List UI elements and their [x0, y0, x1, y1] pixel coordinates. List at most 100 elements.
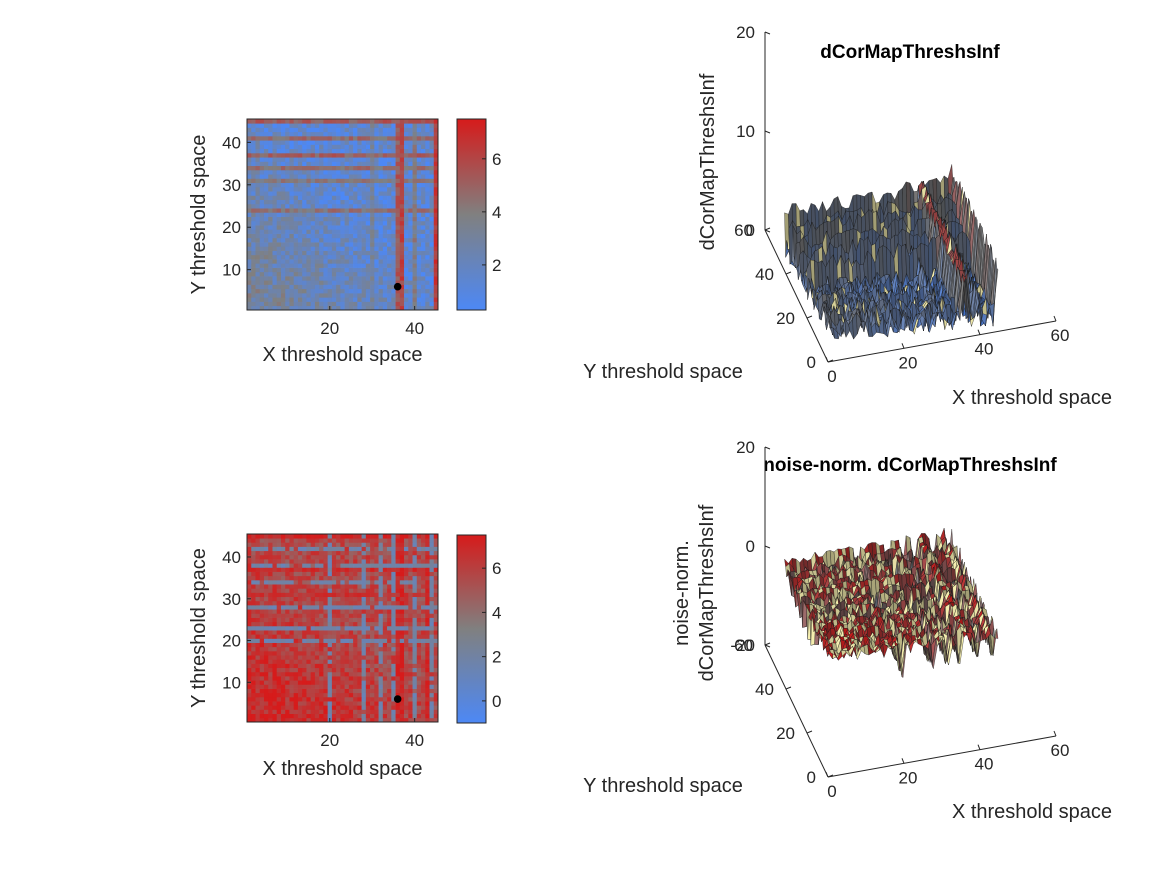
heatmap-cell: [391, 305, 396, 311]
heatmap-cell: [268, 250, 273, 256]
heatmap-cell: [276, 630, 282, 635]
heatmap-cell: [378, 135, 384, 141]
heatmap-cell: [276, 659, 282, 664]
heatmap-cell: [285, 250, 290, 256]
heatmap-cell: [310, 242, 316, 247]
heatmap-cell: [263, 642, 269, 648]
heatmap-cell: [247, 305, 252, 311]
heatmap-cell: [340, 688, 345, 694]
heatmap-cell: [247, 663, 252, 669]
heatmap-cell: [306, 174, 312, 179]
heatmap-cell: [429, 655, 435, 660]
heatmap-cell: [353, 709, 358, 714]
heatmap-cell: [429, 135, 435, 141]
heatmap-cell: [247, 246, 252, 251]
heatmap-cell: [263, 630, 269, 635]
heatmap-cell: [365, 280, 371, 285]
heatmap-cell: [310, 671, 316, 677]
heatmap-cell: [276, 237, 282, 243]
heatmap-cell: [412, 229, 418, 234]
heatmap-cell: [348, 123, 354, 128]
heatmap-cell: [348, 696, 354, 702]
heatmap-cell: [293, 301, 299, 307]
heatmap-cell: [306, 225, 312, 230]
heatmap-cell: [429, 212, 435, 217]
heatmap-cell: [263, 195, 269, 200]
heatmap-cell: [348, 293, 354, 298]
heatmap-cell: [382, 267, 388, 273]
heatmap-cell: [259, 254, 265, 260]
heatmap-cell: [357, 659, 362, 664]
heatmap-cell: [289, 276, 295, 281]
heatmap-cell: [433, 280, 439, 285]
heatmap-cell: [412, 182, 418, 188]
heatmap-cell: [280, 199, 286, 205]
heatmap-cell: [408, 280, 413, 285]
heatmap-cell: [272, 646, 278, 652]
heatmap-cell: [408, 165, 413, 171]
heatmap-cell: [395, 705, 401, 710]
heatmap-cell: [272, 131, 278, 137]
heatmap-cell: [421, 237, 426, 243]
heatmap-cell: [336, 203, 341, 209]
heatmap-cell: [319, 655, 324, 660]
heatmap-cell: [297, 123, 303, 128]
heatmap-cell: [412, 216, 418, 222]
heatmap-cell: [310, 701, 316, 706]
heatmap-cell: [251, 229, 256, 234]
heatmap-cell: [331, 688, 337, 694]
heatmap-cell: [391, 229, 396, 234]
heatmap-cell: [306, 642, 312, 648]
heatmap-cell: [344, 233, 350, 239]
heatmap-cell: [251, 161, 256, 167]
heatmap-cell: [293, 182, 299, 188]
heatmap-cell: [382, 646, 388, 652]
heatmap-cell: [404, 663, 409, 669]
heatmap-cell: [268, 301, 273, 307]
heatmap-cell: [382, 638, 388, 643]
heatmap-cell: [314, 220, 320, 226]
heatmap-cell: [302, 676, 307, 681]
heatmap-cell: [408, 178, 413, 184]
heatmap-cell: [255, 646, 261, 652]
heatmap-cell: [323, 203, 328, 209]
heatmap-cell: [336, 701, 341, 706]
heatmap-cell: [353, 199, 358, 205]
heatmap-cell: [370, 284, 375, 290]
heatmap-cell: [391, 671, 396, 677]
heatmap-cell: [412, 688, 418, 694]
heatmap-cell: [382, 301, 388, 307]
heatmap-cell: [344, 195, 350, 200]
heatmap-cell: [280, 237, 286, 243]
heatmap-cell: [331, 127, 337, 133]
heatmap-cell: [357, 692, 362, 698]
heatmap-cell: [327, 284, 333, 290]
heatmap-cell: [404, 696, 409, 702]
heatmap-cell: [336, 229, 341, 234]
heatmap-cell: [302, 229, 307, 234]
heatmap-cell: [344, 680, 350, 685]
heatmap-cell: [263, 119, 269, 124]
heatmap-cell: [331, 191, 337, 196]
heatmap-cell: [348, 165, 354, 171]
heatmap-cell: [399, 208, 405, 213]
heatmap-cell: [365, 271, 371, 277]
heatmap-cell: [429, 301, 435, 307]
heatmap-cell: [331, 220, 337, 226]
heatmap-cell: [408, 263, 413, 268]
heatmap-cell: [331, 233, 337, 239]
heatmap-cell: [433, 216, 439, 222]
heatmap-cell: [280, 663, 286, 669]
heatmap-cell: [412, 174, 418, 179]
heatmap-cell: [412, 254, 418, 260]
heatmap-cell: [247, 123, 252, 128]
heatmap-cell: [361, 305, 367, 311]
heatmap-cell: [327, 276, 333, 281]
heatmap-cell: [289, 271, 295, 277]
heatmap-cell: [302, 250, 307, 256]
heatmap-cell: [289, 174, 295, 179]
heatmap-cell: [293, 713, 299, 719]
heatmap-cell: [348, 630, 354, 635]
heatmap-cell: [391, 276, 396, 281]
